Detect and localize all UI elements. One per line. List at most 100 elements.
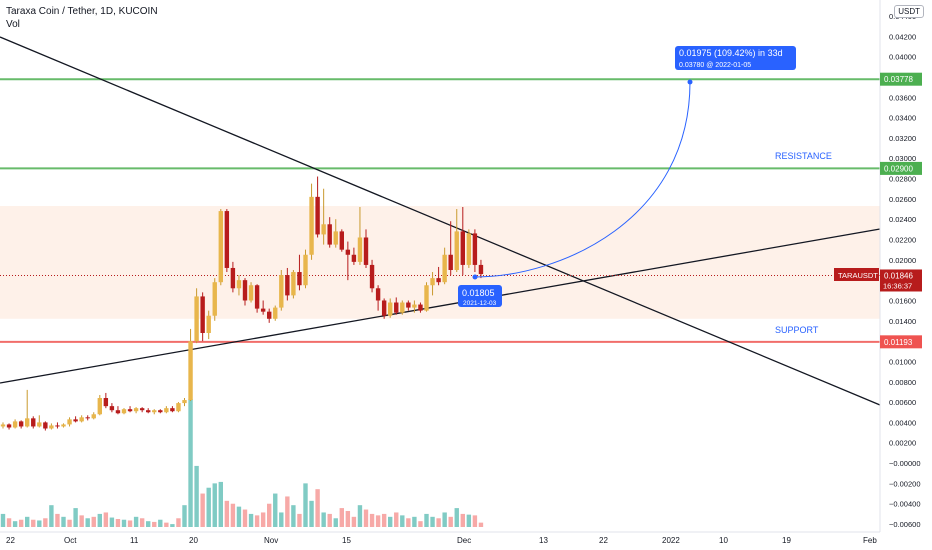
volume-bar: [430, 516, 435, 527]
candle-body: [303, 254, 308, 286]
level-tag-bg-resistance: [880, 161, 922, 175]
price-tick-label: 0.03400: [889, 114, 916, 123]
volume-bar: [43, 518, 48, 527]
volume-bar: [230, 503, 236, 527]
candle-body: [478, 264, 484, 275]
candle-body: [6, 424, 12, 428]
candle-body: [418, 304, 423, 311]
candle-body: [85, 417, 90, 419]
candle-body: [369, 264, 375, 289]
candle-body: [430, 278, 435, 286]
candle-body: [273, 307, 278, 319]
volume-bar: [400, 515, 405, 527]
candle-body: [236, 280, 242, 289]
volume-bar: [121, 519, 127, 527]
time-tick-label: 11: [130, 536, 139, 545]
current-price-tag-bg: [880, 269, 922, 292]
candle-body: [394, 302, 399, 313]
price-tick-label: 0.00600: [889, 398, 916, 407]
candle-body: [206, 315, 211, 333]
volume-bar: [176, 518, 181, 527]
candle-body: [25, 418, 30, 427]
candle-body: [43, 422, 48, 429]
volume-bar: [436, 518, 441, 527]
volume-bar: [103, 512, 109, 527]
candle-body: [260, 308, 266, 312]
candle-body: [67, 419, 72, 425]
candle-body: [115, 410, 121, 414]
volume-bar: [91, 516, 96, 527]
volume-bar: [285, 496, 290, 527]
currency-button[interactable]: USDT: [894, 5, 924, 18]
candle-body: [454, 231, 459, 270]
projection-end-point: [687, 79, 693, 85]
candle-body: [18, 421, 24, 427]
level-tag-bg-resistance_high: [880, 72, 922, 86]
candle-body: [224, 211, 230, 268]
time-axis-bg: [0, 532, 932, 550]
price-tick-label: −0.00000: [889, 459, 921, 468]
candle-body: [254, 285, 260, 309]
volume-bar: [224, 500, 230, 527]
volume-bar: [212, 483, 217, 527]
level-tag-resistance: 0.02900: [884, 164, 913, 173]
volume-bar: [412, 516, 417, 527]
volume-bar: [67, 519, 72, 527]
volume-bar: [133, 516, 139, 527]
candle-body: [176, 403, 181, 412]
price-tick-label: 0.00800: [889, 378, 916, 387]
volume-bar: [109, 517, 115, 527]
start-box-price: 0.01805: [462, 288, 495, 298]
volume-bar: [303, 483, 308, 527]
start-box: [458, 285, 502, 307]
candle-body: [321, 224, 326, 235]
volume-bar: [200, 493, 205, 527]
time-tick-label: Oct: [64, 536, 77, 545]
volume-bar: [170, 524, 175, 527]
volume-bar: [236, 506, 242, 527]
volume-bar: [466, 514, 472, 527]
candle-body: [158, 410, 163, 413]
candle-body: [291, 272, 296, 296]
candle-body: [12, 421, 18, 428]
volume-bar: [357, 505, 363, 527]
candle-body: [103, 398, 109, 407]
volume-bar: [297, 513, 302, 527]
candle-body: [400, 302, 405, 313]
candle-body: [315, 196, 320, 235]
candle-body: [97, 398, 102, 415]
volume-bar: [218, 481, 223, 527]
volume-bar: [79, 515, 84, 527]
volume-bar: [369, 513, 375, 527]
volume-bar: [37, 520, 42, 527]
projection-box-line1: 0.01975 (109.42%) in 33d: [679, 48, 783, 58]
volume-bar: [321, 512, 326, 527]
price-tick-label: −0.00600: [889, 520, 921, 529]
volume-bar: [182, 505, 187, 527]
volume-bar: [339, 508, 344, 527]
projection-start-point: [472, 274, 478, 280]
candle-body: [363, 237, 369, 265]
volume-bar: [97, 513, 102, 527]
price-tick-label: 0.00200: [889, 439, 916, 448]
candle-body: [424, 285, 429, 311]
candle-body: [152, 410, 157, 413]
candle-body: [31, 418, 36, 427]
volume-bar: [49, 505, 54, 527]
level-tag-support: 0.01193: [884, 338, 913, 347]
time-tick-label: Feb: [863, 536, 877, 545]
volume-bar: [351, 516, 357, 527]
symbol-title: Taraxa Coin / Tether, 1D, KUCOIN: [6, 6, 158, 17]
candle-body: [127, 409, 133, 412]
time-tick-label: 20: [189, 536, 198, 545]
volume-bar: [0, 513, 6, 527]
volume-bar: [164, 522, 169, 527]
price-tick-label: −0.00200: [889, 479, 921, 488]
candle-body: [406, 302, 411, 308]
volume-bar: [61, 516, 66, 527]
price-tick-label: 0.02600: [889, 195, 916, 204]
candle-body: [109, 406, 115, 411]
candle-body: [472, 233, 478, 265]
time-tick-label: 22: [599, 536, 608, 545]
